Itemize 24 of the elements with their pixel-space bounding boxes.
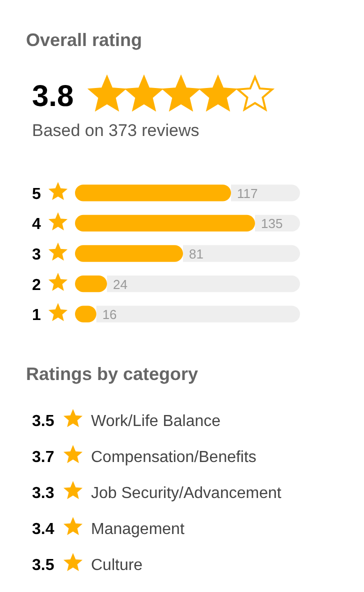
y-tick-label: 1 bbox=[32, 307, 41, 324]
category-label: Management bbox=[91, 521, 185, 538]
category-label: Work/Life Balance bbox=[91, 413, 221, 430]
category-label: Job Security/Advancement bbox=[91, 485, 282, 502]
data-label: 16 bbox=[102, 307, 117, 322]
data-label: 24 bbox=[113, 276, 128, 292]
y-tick-label: 4 bbox=[32, 216, 41, 234]
data-label: 3.7 bbox=[32, 449, 54, 466]
data-label: 117 bbox=[237, 186, 258, 201]
chart-title: Overall rating bbox=[26, 30, 142, 50]
data-label: 81 bbox=[189, 246, 204, 262]
y-tick-label: 3 bbox=[32, 246, 41, 264]
category-label: Culture bbox=[91, 557, 143, 574]
data-label: 3.5 bbox=[32, 413, 54, 430]
data-label: 3.3 bbox=[32, 485, 54, 502]
data-label: 135 bbox=[261, 216, 283, 232]
chart-subtitle: Based on 373 reviews bbox=[32, 121, 200, 140]
data-label: 3.5 bbox=[32, 557, 54, 574]
category-label: Compensation/Benefits bbox=[91, 449, 256, 466]
text: 3.8 bbox=[32, 80, 74, 113]
y-tick-label: 5 bbox=[32, 186, 41, 203]
data-label: 3.4 bbox=[32, 521, 54, 538]
text: Ratings by category bbox=[26, 364, 198, 384]
y-tick-label: 2 bbox=[32, 276, 41, 294]
